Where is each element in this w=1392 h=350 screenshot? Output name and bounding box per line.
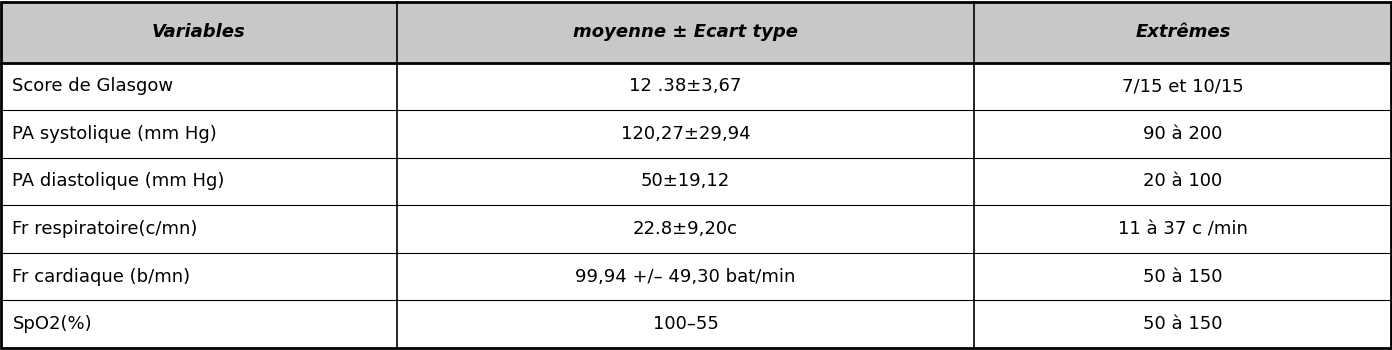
Text: SpO2(%): SpO2(%) bbox=[13, 315, 92, 333]
Text: Extrêmes: Extrêmes bbox=[1134, 23, 1231, 41]
Bar bbox=[0, 110, 1392, 158]
Text: Fr cardiaque (b/mn): Fr cardiaque (b/mn) bbox=[13, 268, 191, 286]
Text: 22.8±9,20c: 22.8±9,20c bbox=[633, 220, 738, 238]
Text: 100–55: 100–55 bbox=[653, 315, 718, 333]
Bar bbox=[0, 300, 1392, 348]
Text: 12 .38±3,67: 12 .38±3,67 bbox=[629, 77, 742, 95]
Text: 90 à 200: 90 à 200 bbox=[1143, 125, 1222, 143]
Text: moyenne ± Ecart type: moyenne ± Ecart type bbox=[574, 23, 798, 41]
Bar bbox=[0, 63, 1392, 110]
Text: 7/15 et 10/15: 7/15 et 10/15 bbox=[1122, 77, 1243, 95]
Bar bbox=[0, 205, 1392, 253]
Text: 120,27±29,94: 120,27±29,94 bbox=[621, 125, 750, 143]
Text: 50 à 150: 50 à 150 bbox=[1143, 315, 1222, 333]
Text: Score de Glasgow: Score de Glasgow bbox=[13, 77, 174, 95]
Bar bbox=[0, 158, 1392, 205]
Text: 50 à 150: 50 à 150 bbox=[1143, 268, 1222, 286]
Text: 20 à 100: 20 à 100 bbox=[1143, 173, 1222, 190]
Bar bbox=[0, 253, 1392, 300]
Text: PA systolique (mm Hg): PA systolique (mm Hg) bbox=[13, 125, 217, 143]
Text: 99,94 +/– 49,30 bat/min: 99,94 +/– 49,30 bat/min bbox=[575, 268, 796, 286]
Text: PA diastolique (mm Hg): PA diastolique (mm Hg) bbox=[13, 173, 226, 190]
Bar bbox=[0, 2, 1392, 63]
Text: 11 à 37 c /min: 11 à 37 c /min bbox=[1118, 220, 1247, 238]
Text: Fr respiratoire(c/mn): Fr respiratoire(c/mn) bbox=[13, 220, 198, 238]
Text: Variables: Variables bbox=[152, 23, 245, 41]
Text: 50±19,12: 50±19,12 bbox=[640, 173, 731, 190]
